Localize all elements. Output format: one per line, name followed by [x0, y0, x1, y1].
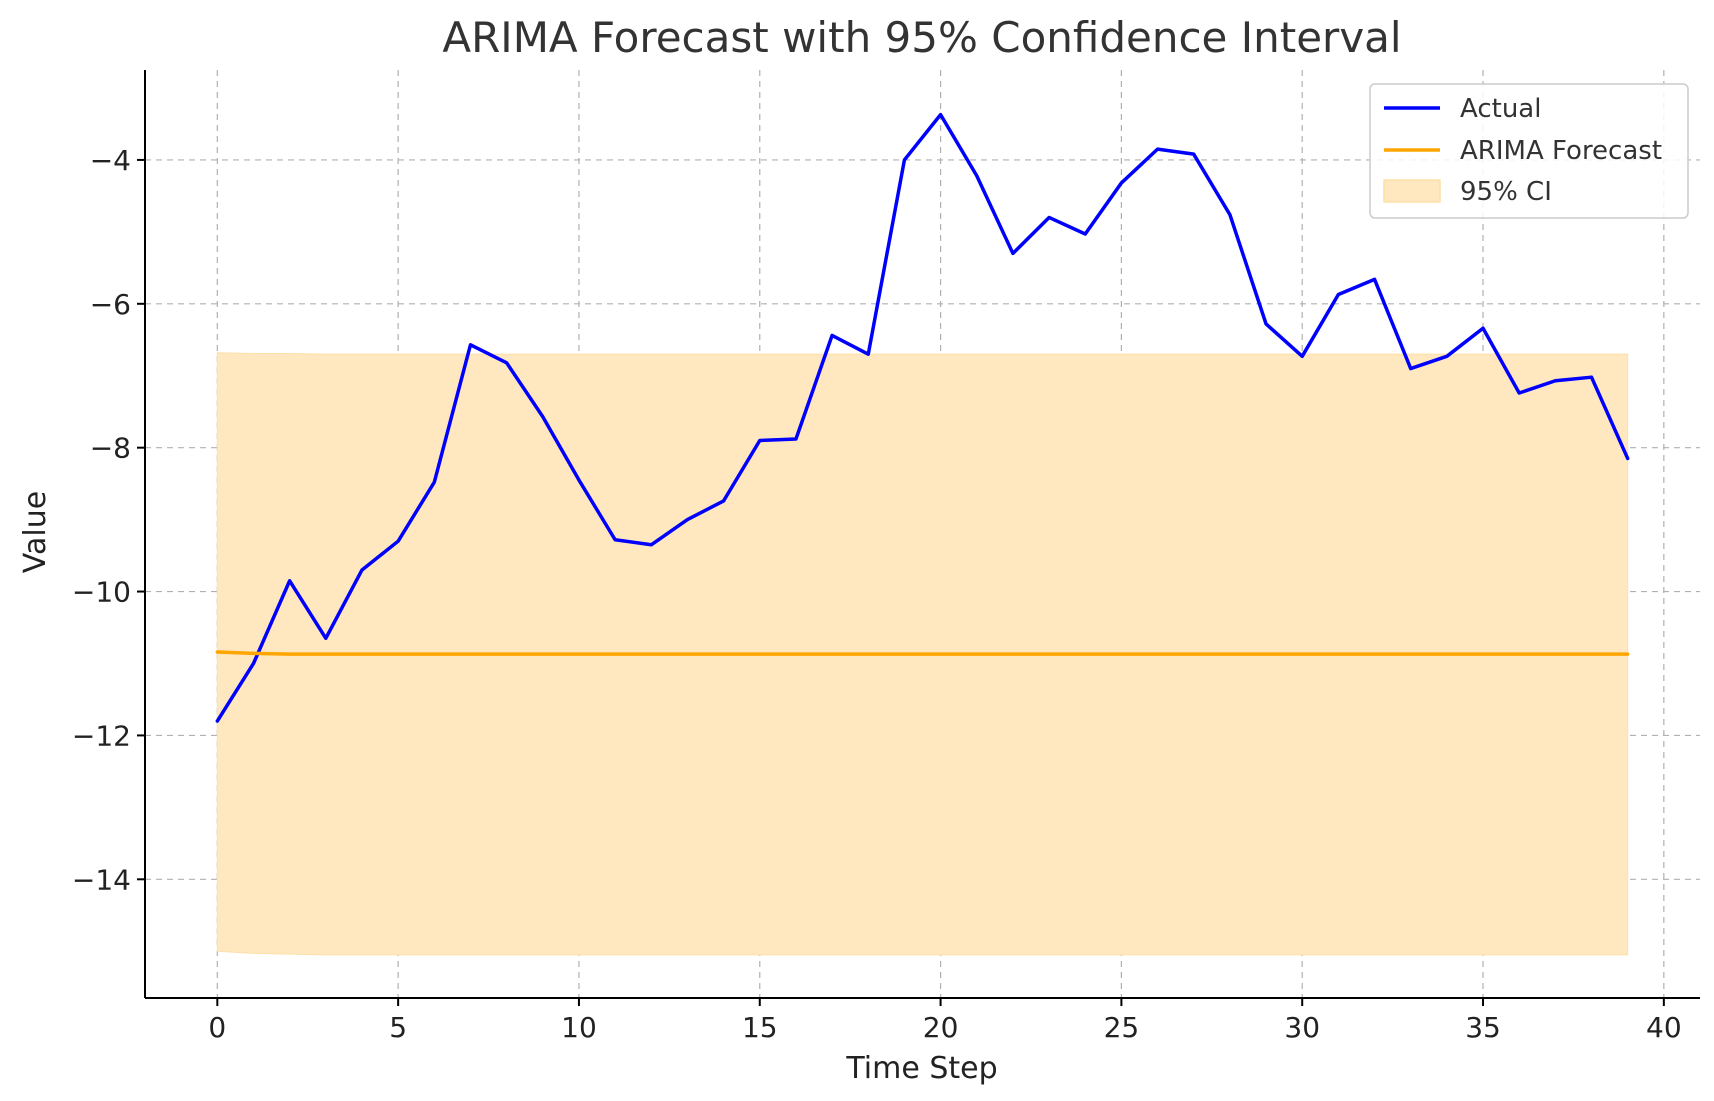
y-tick-label-12: −12 [72, 719, 131, 752]
y-tick-label-6: −6 [90, 288, 131, 321]
legend-label-actual: Actual [1460, 94, 1541, 124]
line-layer [215, 112, 1630, 723]
legend: Actual ARIMA Forecast 95% CI [1369, 83, 1689, 219]
legend-swatch-95-ci [1383, 179, 1441, 203]
axes-layer [144, 70, 1700, 999]
chart-title: ARIMA Forecast with 95% Confidence Inter… [442, 13, 1401, 62]
series-line-actual [215, 112, 1630, 723]
x-tick-label-5: 5 [389, 1011, 407, 1044]
x-tick-label-20: 20 [923, 1011, 959, 1044]
x-tick-label-30: 30 [1284, 1011, 1320, 1044]
x-tick-label-40: 40 [1646, 1011, 1682, 1044]
y-tick-label-4: −4 [90, 144, 131, 177]
x-tick-label-15: 15 [742, 1011, 778, 1044]
y-tick-label-14: −14 [72, 863, 131, 896]
x-tick-label-0: 0 [208, 1011, 226, 1044]
y-tick-label-10: −10 [72, 576, 131, 609]
tick-layer: 0 5 10 15 20 25 30 35 40 −14 −12 −10 −8 −6 −4 [72, 144, 1682, 1044]
legend-label-arima-forecast: ARIMA Forecast [1460, 136, 1662, 166]
x-axis-label: Time Step [845, 1051, 997, 1086]
y-tick-label-8: −8 [90, 432, 131, 465]
y-axis-label: Value [18, 491, 53, 573]
legend-label-95-ci: 95% CI [1460, 177, 1552, 207]
x-tick-label-10: 10 [561, 1011, 597, 1044]
x-tick-label-25: 25 [1104, 1011, 1140, 1044]
legend-frame [1369, 83, 1689, 219]
series-line-arima-forecast [215, 650, 1630, 656]
x-tick-label-35: 35 [1465, 1011, 1501, 1044]
